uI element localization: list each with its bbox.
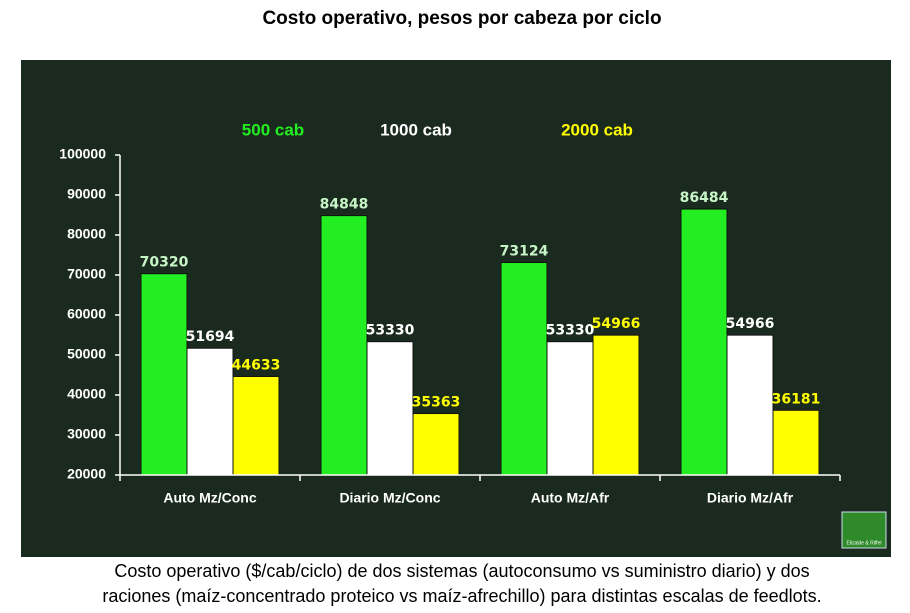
data-label: 54966 [592, 316, 641, 332]
bar [500, 262, 548, 476]
bar [366, 341, 414, 476]
legend-label: 1000 cab [380, 120, 452, 139]
bar [140, 273, 188, 476]
data-label: 51694 [186, 329, 235, 345]
x-tick-label: Diario Mz/Conc [339, 490, 440, 506]
bar [680, 208, 728, 476]
logo [841, 511, 887, 549]
y-tick-label: 30000 [67, 426, 106, 442]
y-tick-label: 70000 [67, 266, 106, 282]
caption: Costo operativo ($/cab/ciclo) de dos sis… [114, 561, 809, 581]
data-label: 53330 [546, 323, 595, 339]
data-label: 44633 [232, 357, 281, 373]
data-label: 36181 [772, 391, 821, 407]
y-tick-label: 90000 [67, 186, 106, 202]
chart-title: Costo operativo, pesos por cabeza por ci… [262, 8, 661, 29]
data-label: 73124 [500, 244, 549, 260]
y-tick-label: 80000 [67, 226, 106, 242]
y-tick-label: 100000 [59, 146, 106, 162]
y-tick-label: 40000 [67, 386, 106, 402]
logo-text: Elizalde & Riffel [847, 540, 882, 546]
bar [186, 347, 234, 476]
x-tick-label: Auto Mz/Afr [531, 490, 610, 506]
x-tick-label: Diario Mz/Afr [707, 490, 794, 506]
y-tick-label: 50000 [67, 346, 106, 362]
data-label: 54966 [726, 316, 775, 332]
bar [546, 341, 594, 476]
data-label: 53330 [366, 323, 415, 339]
caption: raciones (maíz-concentrado proteico vs m… [102, 586, 821, 606]
data-label: 84848 [320, 197, 369, 213]
bar [726, 334, 774, 476]
bar [412, 413, 460, 476]
bar [320, 215, 368, 476]
legend-label: 500 cab [242, 120, 304, 139]
y-tick-label: 60000 [67, 306, 106, 322]
data-label: 35363 [412, 395, 461, 411]
bar [772, 409, 820, 476]
x-tick-label: Auto Mz/Conc [163, 490, 257, 506]
bar [592, 334, 640, 476]
data-label: 70320 [140, 255, 189, 271]
data-label: 86484 [680, 190, 729, 206]
bar [232, 375, 280, 476]
legend-label: 2000 cab [561, 120, 633, 139]
y-tick-label: 20000 [67, 466, 106, 482]
